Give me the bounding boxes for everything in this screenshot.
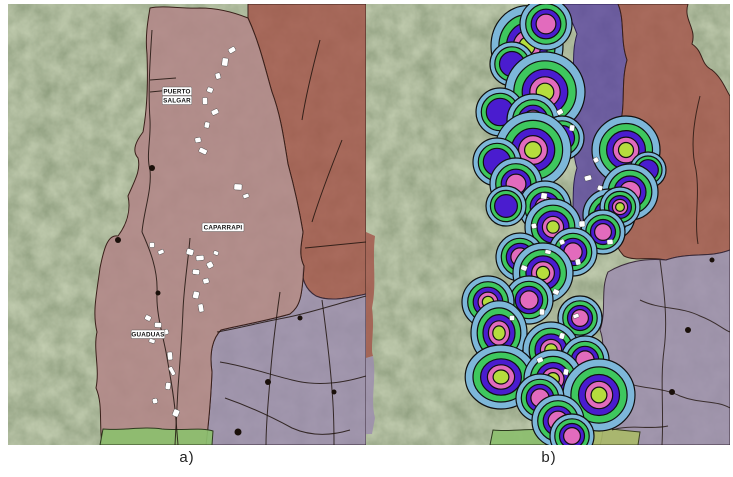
urban-patch xyxy=(152,398,158,404)
ring-cluster xyxy=(599,186,641,228)
urban-patch xyxy=(556,108,564,116)
ring-cluster xyxy=(519,4,573,51)
urban-patch xyxy=(192,290,200,300)
region-red-sliver-b xyxy=(366,232,375,358)
caption-b: b) xyxy=(541,449,557,466)
ring-band xyxy=(535,13,557,35)
urban-patch xyxy=(592,156,600,164)
urban-patch xyxy=(197,303,205,313)
label-box xyxy=(161,95,192,105)
label-box xyxy=(161,86,192,96)
urban-patch xyxy=(596,184,604,192)
map-panel-a: PUERTO SALGAR CAPARRAPI GUADUAS xyxy=(8,4,366,445)
urban-patch xyxy=(192,268,200,276)
urban-patch xyxy=(148,338,156,344)
ring-band xyxy=(563,427,581,445)
urban-patch xyxy=(509,315,515,321)
urban-patch xyxy=(578,220,586,228)
urban-patch xyxy=(213,250,219,256)
urban-patch xyxy=(552,288,560,296)
map-b-svg xyxy=(366,4,730,445)
urban-patch xyxy=(167,351,173,361)
place-label-caparrapi: CAPARRAPI xyxy=(201,222,245,232)
ring-band xyxy=(492,369,510,385)
map-panel-b xyxy=(366,4,730,445)
urban-patch xyxy=(198,147,208,155)
figure-captions: a) b) xyxy=(0,447,733,477)
ring-band xyxy=(617,141,635,159)
ring-band xyxy=(593,223,612,242)
label-text: PUERTO xyxy=(163,89,190,96)
place-label-guaduas: GUADUAS xyxy=(130,329,166,339)
ring-band xyxy=(590,386,608,404)
urban-patch xyxy=(531,223,537,229)
urban-patch xyxy=(195,255,205,261)
urban-patch xyxy=(185,248,195,256)
place-labels-a: PUERTO SALGAR CAPARRAPI GUADUAS xyxy=(130,86,245,339)
urban-patch xyxy=(569,124,575,132)
urban-patch xyxy=(233,183,243,191)
region-purple-sliver-b xyxy=(366,356,375,434)
urban-patch xyxy=(202,97,208,105)
density-rings xyxy=(461,4,667,445)
roads-b xyxy=(611,95,730,445)
urban-patch xyxy=(520,264,528,272)
ring-band xyxy=(492,325,506,341)
urban-patch xyxy=(164,382,172,390)
ring-band xyxy=(523,141,542,160)
label-text: GUADUAS xyxy=(131,332,164,339)
ring-band xyxy=(519,290,539,310)
urban-patch xyxy=(221,57,229,67)
ring-band xyxy=(535,265,551,281)
urban-patch xyxy=(172,408,180,418)
urban-patches-b xyxy=(509,108,614,376)
urban-patch xyxy=(536,356,544,364)
urban-patch xyxy=(202,277,210,285)
urban-patch xyxy=(562,368,570,376)
urban-patch xyxy=(214,72,222,80)
urban-patch xyxy=(206,86,214,94)
urban-patch xyxy=(558,332,566,340)
urban-patch xyxy=(558,238,566,246)
label-text: SALGAR xyxy=(163,98,191,105)
roads-a xyxy=(141,29,366,445)
urban-patch xyxy=(154,322,162,328)
urban-patch xyxy=(574,258,582,266)
region-green-a xyxy=(99,427,214,445)
urban-patch xyxy=(157,249,165,255)
ring-cluster xyxy=(489,157,543,211)
caption-a: a) xyxy=(179,449,195,466)
urban-patch xyxy=(242,193,250,199)
urban-patch xyxy=(540,192,548,200)
urban-patch xyxy=(194,136,202,144)
label-box xyxy=(130,329,166,339)
label-box xyxy=(201,222,245,232)
urban-patch xyxy=(544,249,552,255)
ring-cluster xyxy=(489,41,535,87)
urban-patch xyxy=(572,313,580,319)
urban-patch xyxy=(149,242,155,248)
urban-patch xyxy=(206,261,214,269)
ring-band xyxy=(494,194,519,219)
map-a-svg: PUERTO SALGAR CAPARRAPI GUADUAS xyxy=(8,4,366,445)
ring-cluster xyxy=(485,185,527,227)
urban-patch xyxy=(539,308,545,316)
urban-patch xyxy=(606,239,614,245)
urban-patch xyxy=(584,174,592,182)
urban-patches-a xyxy=(144,46,250,418)
ring-band xyxy=(546,220,560,234)
urban-patch xyxy=(168,366,176,376)
urban-patch xyxy=(227,46,237,54)
urban-patch xyxy=(144,314,152,322)
town-dots-b xyxy=(669,257,715,395)
urban-patch xyxy=(203,121,211,129)
ring-cluster xyxy=(549,413,595,445)
urban-patch xyxy=(210,108,220,116)
place-label-puerto-salgar: PUERTO SALGAR xyxy=(161,86,192,105)
town-dots-a xyxy=(115,165,337,436)
label-text: CAPARRAPI xyxy=(204,225,243,232)
ring-band xyxy=(614,202,625,213)
